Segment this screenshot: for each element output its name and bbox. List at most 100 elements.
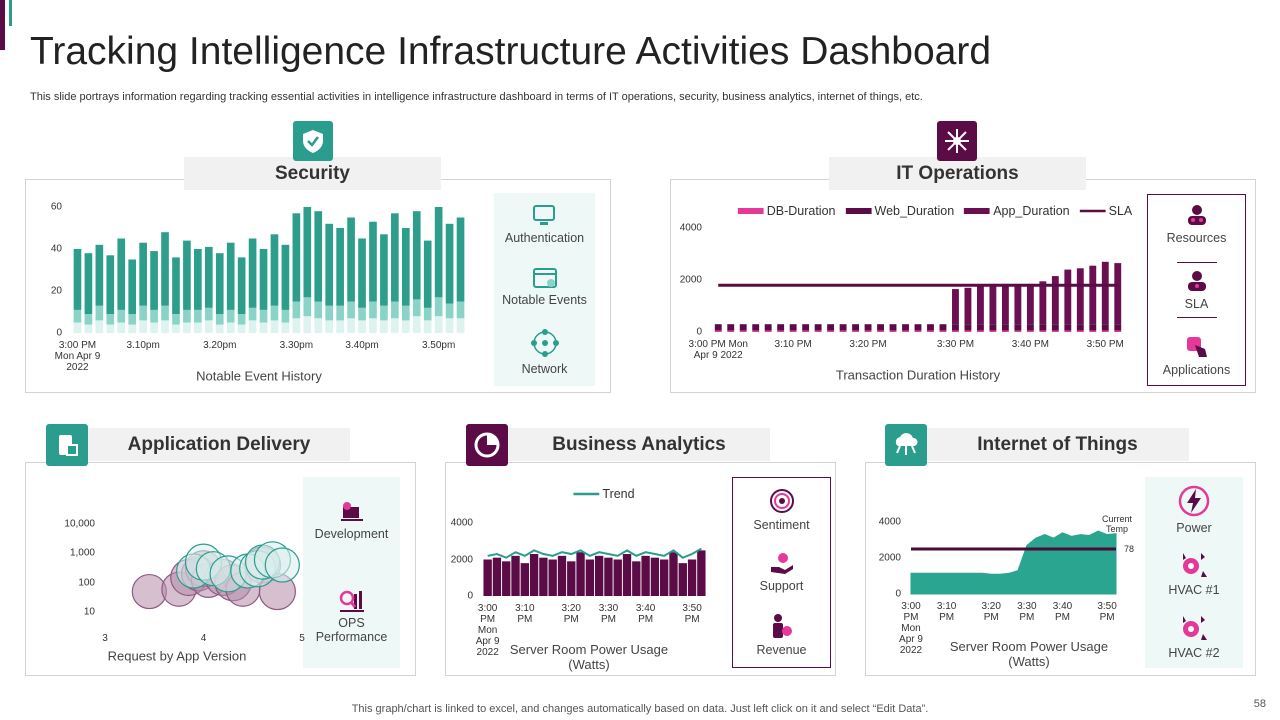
bar — [852, 324, 860, 331]
bar — [172, 314, 180, 325]
bar — [270, 320, 279, 333]
y-tick-label: 0 — [696, 326, 702, 338]
bar — [529, 554, 539, 596]
x-tick-label: 3:40 PM — [635, 603, 656, 625]
item-icon — [1183, 615, 1207, 640]
side-card: Authentication Notable Events Network — [494, 193, 595, 386]
bar — [128, 324, 137, 333]
area — [910, 530, 1117, 595]
y-tick-label: 2000 — [878, 552, 901, 564]
item-label: OPS Performance — [315, 616, 388, 645]
item-icon — [532, 268, 557, 289]
bar — [84, 324, 93, 333]
bar — [576, 552, 585, 596]
bar — [347, 318, 355, 333]
item-icon — [769, 488, 794, 513]
x-tick-label: 5 — [299, 633, 305, 644]
item-icon — [339, 591, 364, 613]
bar — [95, 244, 104, 306]
bar — [752, 324, 760, 331]
item-label: Network — [521, 361, 568, 376]
item-label: Applications — [1162, 362, 1231, 377]
bar — [1039, 330, 1047, 332]
bar — [358, 238, 366, 308]
bar — [270, 305, 279, 321]
bar — [412, 299, 421, 317]
bar — [84, 253, 93, 315]
panel-icon — [466, 424, 508, 466]
bar — [669, 552, 678, 596]
bar — [445, 303, 454, 319]
legend-swatch — [737, 208, 764, 214]
bar — [1026, 324, 1034, 331]
footer-note: This graph/chart is linked to excel, and… — [351, 703, 929, 715]
bar — [183, 240, 191, 310]
bar — [567, 561, 576, 596]
legend: Trend — [573, 487, 635, 501]
bar — [117, 238, 126, 310]
bar — [939, 330, 947, 332]
bar — [248, 320, 257, 333]
bar — [434, 207, 443, 298]
bar — [739, 330, 747, 332]
legend-swatch-bar — [845, 208, 872, 214]
bar — [927, 330, 934, 332]
bar — [445, 318, 454, 333]
side-card: Power HVAC #1 HVAC #2 — [1145, 477, 1243, 668]
item-label: Support — [759, 579, 804, 594]
bar — [73, 249, 82, 310]
legend-swatch-bar — [737, 208, 764, 214]
bar — [976, 324, 984, 331]
bar — [557, 555, 567, 596]
bar — [902, 330, 909, 332]
item-label: Revenue — [756, 643, 807, 658]
x-tick-label: 3.30pm — [279, 340, 314, 351]
bar — [259, 309, 268, 323]
item-label: Sentiment — [753, 517, 810, 532]
bar — [964, 324, 972, 331]
line — [487, 547, 702, 559]
y-tick-label: 0 — [467, 590, 473, 602]
x-tick-label: 3:50 PM — [1086, 339, 1124, 350]
bar — [226, 242, 235, 310]
bar — [325, 305, 334, 321]
bar — [259, 249, 268, 310]
x-tick-label: 3:10 PM — [515, 603, 535, 625]
bar — [585, 559, 595, 596]
legend-label: SLA — [1108, 204, 1133, 218]
bar — [964, 287, 972, 325]
bar — [358, 307, 366, 321]
bar — [1001, 324, 1009, 331]
bar — [641, 555, 650, 596]
bar — [215, 253, 224, 315]
bar — [902, 324, 909, 331]
bar — [604, 557, 613, 596]
bar — [1001, 283, 1009, 325]
bar — [1026, 283, 1034, 325]
bar — [270, 234, 279, 306]
bubble — [264, 547, 300, 583]
bar — [952, 289, 959, 325]
bar — [248, 307, 257, 321]
bar — [106, 324, 115, 333]
x-tick-label: 3:30 PM — [598, 603, 619, 625]
x-tick-label: 3.40pm — [345, 340, 379, 351]
bar — [1089, 265, 1097, 325]
y-tick-label: 20 — [50, 285, 62, 297]
bar — [456, 318, 465, 333]
bar — [456, 217, 465, 302]
bar — [391, 318, 399, 333]
bar — [1051, 324, 1059, 331]
bar — [650, 557, 660, 596]
x-tick-label: 3:20 PM — [981, 601, 1001, 623]
bar — [939, 324, 947, 331]
bar — [380, 320, 388, 333]
bar — [139, 242, 147, 306]
legend-swatch — [964, 208, 991, 214]
bar — [194, 322, 202, 333]
bar — [73, 309, 82, 323]
y-tick-label: 4000 — [679, 222, 702, 234]
hub-icon — [945, 129, 969, 153]
bar — [548, 559, 557, 596]
y-tick-label: 2000 — [450, 554, 473, 565]
